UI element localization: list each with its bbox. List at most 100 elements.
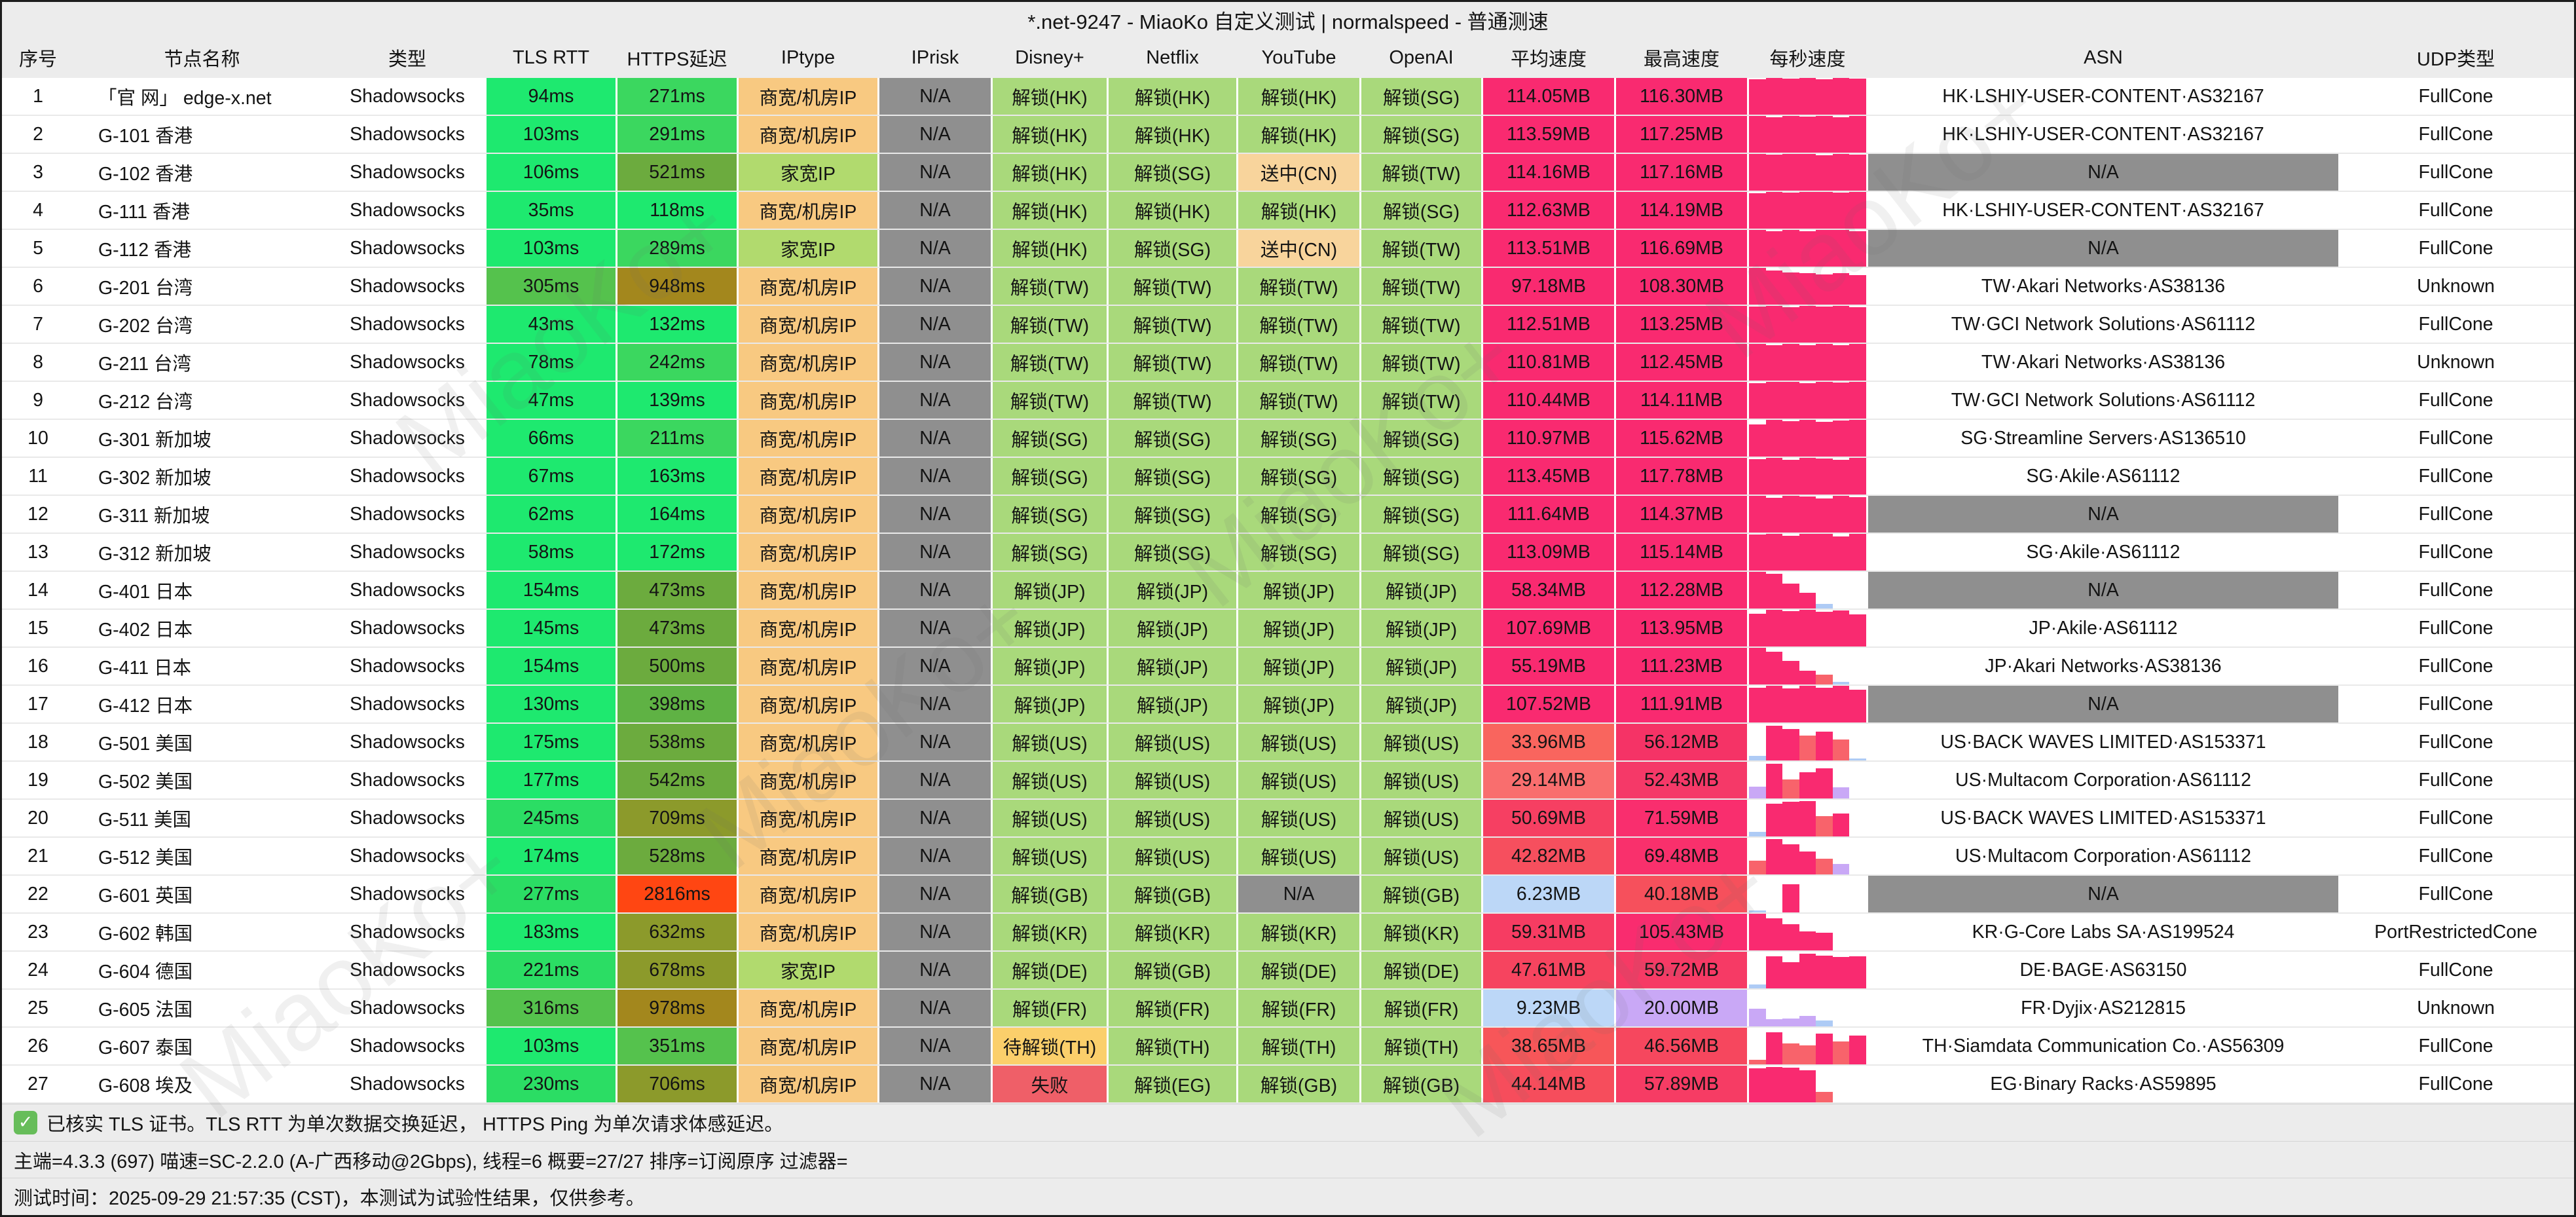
cell-youtube: 解锁(TW): [1238, 382, 1361, 419]
cell-udp-type: FullCone: [2418, 579, 2493, 601]
speed-bar: [1749, 307, 1766, 343]
speed-bar: [1749, 424, 1766, 457]
cell-youtube: 解锁(JP): [1238, 686, 1361, 722]
speed-bar: [1799, 496, 1816, 533]
cell-tls-rtt: 175ms: [487, 724, 617, 760]
cell-speed-graph: [1749, 610, 1868, 646]
cell-node-name: G-302 新加坡: [98, 467, 212, 489]
speed-bar: [1799, 420, 1816, 457]
cell-max-speed: 114.19MB: [1616, 192, 1749, 229]
cell-https-latency: 678ms: [617, 952, 739, 988]
cell-https-latency: 242ms: [617, 344, 739, 381]
title-bar: *.net-9247 - MiaoKo 自定义测试 | normalspeed …: [2, 2, 2574, 37]
cell-ip-risk: N/A: [879, 230, 993, 267]
cell-ip-type: 商宽/机房IP: [739, 876, 879, 912]
cell-node-name: G-602 韩国: [98, 923, 193, 945]
table-row: 15 G-402 日本 Shadowsocks 145ms 473ms 商宽/机房IP N/…: [2, 610, 2574, 648]
table-row: 22 G-601 英国 Shadowsocks 277ms 2816ms 商宽/机房IP N…: [2, 876, 2574, 914]
cell-udp-type: FullCone: [2418, 1073, 2493, 1095]
table-row: 12 G-311 新加坡 Shadowsocks 62ms 164ms 商宽/机房IP N/…: [2, 496, 2574, 534]
cell-youtube: 解锁(JP): [1238, 572, 1361, 608]
cell-asn: SG·Streamline Servers·AS136510: [1960, 427, 2246, 449]
speed-bar: [1832, 459, 1850, 495]
speed-bar: [1799, 383, 1816, 419]
speed-bar: [1832, 306, 1850, 343]
cell-disney: 解锁(US): [993, 838, 1109, 874]
speed-bar: [1782, 779, 1799, 798]
speed-bar: [1749, 984, 1766, 988]
cell-youtube: 解锁(US): [1238, 762, 1361, 798]
speed-bar: [1749, 230, 1766, 267]
cell-protocol-type: Shadowsocks: [350, 237, 465, 259]
speed-bar: [1832, 154, 1850, 191]
cell-tls-rtt: 62ms: [487, 496, 617, 533]
cell-disney: 解锁(TW): [993, 344, 1109, 381]
speed-bar: [1749, 1009, 1766, 1026]
cell-udp-type: FullCone: [2418, 807, 2493, 829]
cell-avg-speed: 58.34MB: [1483, 572, 1616, 608]
cell-ip-type: 商宽/机房IP: [739, 382, 879, 419]
col-https: HTTPS延迟: [617, 37, 739, 78]
cell-ip-risk: N/A: [879, 306, 993, 343]
cell-tls-rtt: 66ms: [487, 420, 617, 457]
cell-max-speed: 112.28MB: [1616, 572, 1749, 608]
cell-ip-risk: N/A: [879, 78, 993, 115]
cell-https-latency: 473ms: [617, 572, 739, 608]
cell-https-latency: 521ms: [617, 154, 739, 191]
cell-udp-type: FullCone: [2418, 731, 2493, 753]
speed-bar: [1849, 275, 1867, 305]
cell-node-name: G-412 日本: [98, 695, 193, 717]
speed-bar: [1816, 859, 1833, 874]
cell-protocol-type: Shadowsocks: [350, 199, 465, 221]
cell-max-speed: 112.45MB: [1616, 344, 1749, 381]
cell-speed-graph: [1749, 686, 1868, 722]
cell-protocol-type: Shadowsocks: [350, 427, 465, 449]
speed-bar: [1849, 420, 1867, 457]
speed-bar: [1782, 1018, 1799, 1026]
cell-tls-rtt: 230ms: [487, 1066, 617, 1102]
cell-ip-risk: N/A: [879, 420, 993, 457]
cell-https-latency: 139ms: [617, 382, 739, 419]
speed-bar: [1832, 273, 1850, 305]
cell-ip-type: 商宽/机房IP: [739, 686, 879, 722]
cell-netflix: 解锁(SG): [1109, 420, 1238, 457]
speed-bar: [1782, 583, 1799, 608]
cell-openai: 解锁(TW): [1361, 344, 1483, 381]
speed-bar: [1816, 933, 1833, 950]
cell-speed-graph: [1749, 800, 1868, 836]
cell-ip-type: 家宽IP: [739, 230, 879, 267]
cell-https-latency: 538ms: [617, 724, 739, 760]
cell-avg-speed: 112.63MB: [1483, 192, 1616, 229]
cell-udp-type: FullCone: [2418, 199, 2493, 221]
cell-tls-rtt: 103ms: [487, 1028, 617, 1064]
cell-disney: 解锁(FR): [993, 990, 1109, 1026]
speed-bar: [1749, 914, 1766, 950]
speed-bar: [1782, 382, 1799, 419]
cell-asn: N/A: [1868, 876, 2340, 912]
checkmark-icon: ✓: [14, 1110, 37, 1134]
speed-bar: [1832, 957, 1850, 988]
cell-asn: SG·Akile·AS61112: [2026, 465, 2180, 487]
cell-netflix: 解锁(SG): [1109, 458, 1238, 495]
speed-bar: [1765, 270, 1783, 305]
cell-https-latency: 291ms: [617, 116, 739, 153]
speed-bar: [1749, 613, 1766, 646]
cell-disney: 解锁(SG): [993, 534, 1109, 571]
cell-youtube: 解锁(JP): [1238, 610, 1361, 646]
cell-youtube: 解锁(TW): [1238, 344, 1361, 381]
speed-bar: [1799, 735, 1816, 760]
cell-youtube: 解锁(US): [1238, 724, 1361, 760]
speed-bar: [1765, 725, 1783, 760]
cell-disney: 解锁(SG): [993, 420, 1109, 457]
cell-openai: 解锁(SG): [1361, 116, 1483, 153]
speed-bar: [1799, 231, 1816, 267]
cell-disney: 解锁(SG): [993, 496, 1109, 533]
cell-ip-risk: N/A: [879, 648, 993, 684]
col-o: OpenAI: [1361, 37, 1483, 78]
cell-speed-graph: [1749, 458, 1868, 495]
cell-openai: 解锁(TW): [1361, 268, 1483, 305]
speed-bar: [1799, 345, 1816, 381]
speed-bar: [1832, 787, 1850, 798]
col-max: 最高速度: [1616, 37, 1749, 78]
